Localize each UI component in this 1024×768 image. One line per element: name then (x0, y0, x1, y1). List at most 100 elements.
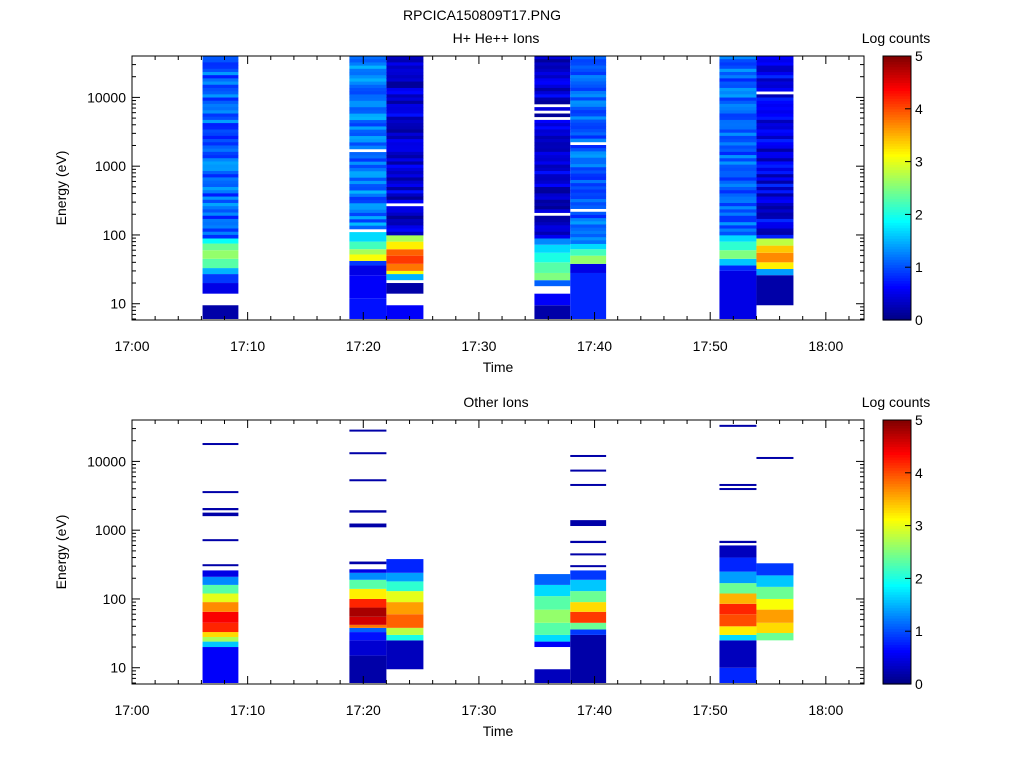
colorbar-step (883, 554, 911, 558)
heatmap-cell (202, 283, 239, 294)
colorbar-step (883, 430, 911, 434)
heatmap-cell (202, 268, 239, 275)
heatmap-cell (719, 68, 757, 73)
colorbar-step (883, 676, 911, 680)
data-column (202, 56, 239, 319)
heatmap-cell (570, 611, 607, 623)
colorbar-step (883, 602, 911, 606)
heatmap-cell (534, 145, 571, 150)
colorbar-step (883, 496, 911, 500)
heatmap-cell (570, 483, 607, 486)
colorbar-step (883, 631, 911, 635)
heatmap-cell (349, 168, 387, 172)
colorbar-tick-label: 2 (915, 570, 923, 586)
heatmap-cell (349, 56, 387, 60)
colorbar-step (883, 654, 911, 659)
heatmap-cell (202, 97, 239, 102)
heatmap-cell (202, 123, 239, 127)
heatmap-cell (756, 183, 794, 188)
heatmap-cell (756, 81, 794, 86)
heatmap-cell (202, 258, 239, 269)
heatmap-cell (386, 234, 424, 242)
heatmap-cell (534, 262, 571, 273)
heatmap-cell (534, 183, 571, 188)
heatmap-cell (570, 591, 607, 603)
heatmap-cell (570, 579, 607, 592)
heatmap-cell (202, 100, 239, 105)
heatmap-cell (756, 129, 794, 134)
heatmap-cell (570, 199, 607, 203)
colorbar-step (883, 267, 911, 271)
colorbar-step (883, 82, 911, 86)
colorbar: 0 1 2 3 4 5 Log counts (862, 30, 931, 328)
heatmap-cell (534, 609, 571, 623)
heatmap-cell (570, 189, 607, 194)
colorbar-step (883, 491, 911, 495)
heatmap-cell (570, 84, 607, 89)
colorbar-step (883, 251, 911, 255)
heatmap-cell (386, 116, 424, 121)
heatmap-cell (386, 270, 424, 275)
heatmap-cell (719, 225, 757, 229)
heatmap-cell (756, 238, 794, 246)
heatmap-cell (534, 293, 571, 306)
colorbar-step (883, 607, 911, 611)
heatmap-cell (202, 243, 239, 251)
heatmap-cell (202, 238, 239, 244)
colorbar-step (883, 264, 911, 268)
colorbar-step (883, 433, 911, 437)
colorbar-step (883, 628, 911, 632)
heatmap-cell (570, 173, 607, 178)
heatmap-cell (349, 171, 387, 175)
heatmap-cell (534, 244, 571, 253)
colorbar-step (883, 422, 911, 426)
colorbar-step (883, 520, 911, 524)
heatmap-cell (719, 78, 757, 82)
heatmap-cell (386, 572, 424, 582)
colorbar-step (883, 591, 911, 595)
panel-title: H+ He++ Ions (453, 30, 540, 46)
x-tick-label: 18:00 (808, 702, 843, 718)
heatmap-cell (386, 174, 424, 178)
heatmap-cell (534, 199, 571, 204)
x-tick-label: 17:10 (230, 338, 265, 354)
heatmap-cell (349, 187, 387, 191)
heatmap-cell (719, 155, 757, 159)
colorbar-label: Log counts (862, 30, 931, 46)
x-tick-label: 17:00 (114, 338, 149, 354)
heatmap-cell (719, 193, 757, 198)
y-axis-label: Energy (eV) (53, 151, 69, 226)
heatmap-cell (386, 215, 424, 220)
heatmap-cell (534, 238, 571, 245)
colorbar-step (883, 641, 911, 645)
colorbar-step (883, 478, 911, 482)
x-tick-label: 17:50 (693, 702, 728, 718)
heatmap-cell (386, 602, 424, 615)
heatmap-cell (534, 56, 571, 60)
heatmap-cell (386, 135, 424, 140)
heatmap-cell (570, 119, 607, 124)
colorbar-step (883, 486, 911, 490)
heatmap-cell (534, 305, 571, 319)
heatmap-cell (756, 75, 794, 79)
colorbar-step (883, 596, 911, 601)
heatmap-cell (570, 148, 607, 152)
colorbar-step (883, 122, 911, 126)
heatmap-cell (534, 622, 571, 635)
heatmap-cell (756, 177, 794, 181)
heatmap-cell (719, 228, 757, 233)
heatmap-cell (534, 65, 571, 70)
colorbar-step (883, 512, 911, 516)
heatmap-cell (386, 171, 424, 175)
heatmap-cell (719, 215, 757, 220)
heatmap-cell (570, 520, 607, 527)
heatmap-cell (202, 129, 239, 134)
heatmap-cell (349, 132, 387, 137)
heatmap-cell (534, 190, 571, 194)
y-tick-label: 10000 (87, 453, 126, 469)
heatmap-cell (349, 180, 387, 185)
heatmap-cell (719, 123, 757, 127)
heatmap-cell (349, 219, 387, 223)
heatmap-cell (202, 148, 239, 153)
